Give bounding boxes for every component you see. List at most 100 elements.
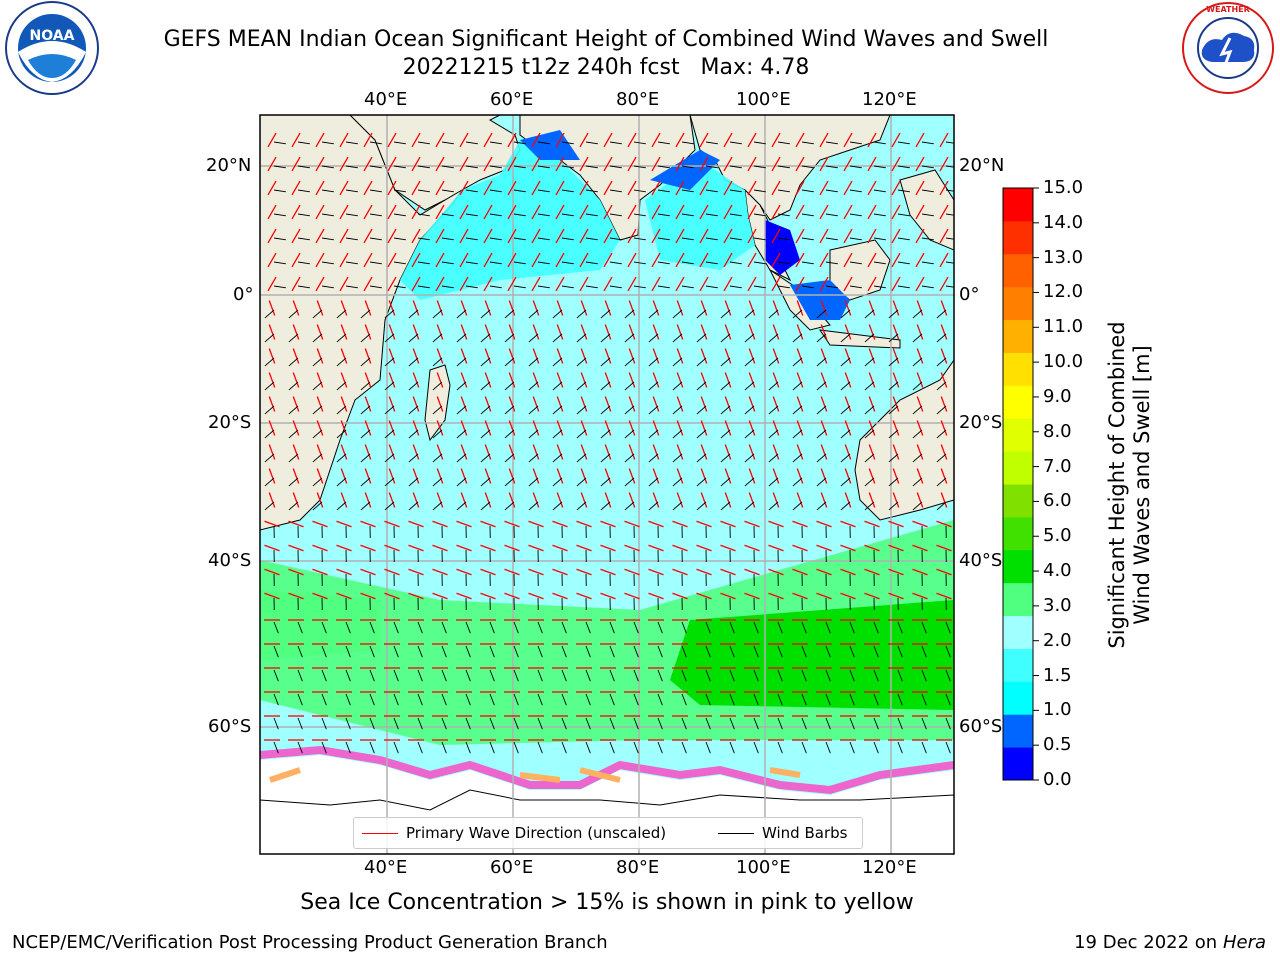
wave-arrow: [268, 300, 276, 316]
wind-barb: [816, 333, 827, 343]
wave-arrow: [844, 300, 852, 316]
wave-arrow: [868, 348, 876, 364]
wave-arrow: [291, 228, 301, 244]
wave-arrow: [436, 300, 444, 316]
wave-arrow: [747, 276, 757, 292]
colorbar-tick-label: 11.0: [1043, 316, 1084, 338]
wind-barb: [456, 477, 467, 487]
wave-arrow: [675, 132, 685, 148]
wave-arrow: [820, 348, 828, 364]
wave-arrow: [315, 228, 325, 244]
wind-barb: [729, 165, 742, 169]
wind-barb: [456, 357, 467, 367]
wave-arrow: [579, 180, 589, 196]
wave-arrow: [340, 444, 348, 460]
colorbar-segment: [1003, 286, 1033, 321]
wave-arrow: [556, 468, 564, 484]
wave-arrow: [867, 252, 877, 268]
wind-barb: [336, 477, 347, 487]
wind-barb: [513, 141, 526, 145]
wave-arrow: [388, 372, 396, 388]
wind-barb: [288, 429, 299, 439]
wave-arrow: [772, 348, 780, 364]
wind-barb: [441, 741, 447, 754]
wave-arrow: [792, 520, 808, 528]
land-se-asia: [689, 115, 891, 221]
wind-barb: [369, 213, 382, 217]
wind-barb: [816, 477, 827, 487]
wave-arrow: [892, 348, 900, 364]
wind-barb: [288, 501, 299, 511]
wave-arrow: [868, 300, 876, 316]
colorbar-tick-label: 1.0: [1043, 699, 1072, 721]
wave-arrow: [699, 132, 709, 148]
wind-barb: [672, 477, 683, 487]
wave-arrow: [432, 520, 448, 528]
wind-barb: [336, 405, 347, 415]
colorbar-segment: [1003, 418, 1033, 452]
wind-barb: [897, 237, 910, 241]
wave-arrow: [411, 156, 421, 172]
wave-arrow: [651, 252, 661, 268]
wind-barb: [705, 189, 718, 193]
wind-barb: [585, 693, 591, 706]
wind-barb: [792, 309, 803, 319]
wave-arrow: [867, 228, 877, 244]
wind-barb: [777, 141, 790, 145]
wind-barb: [753, 717, 759, 730]
wave-arrow: [435, 252, 445, 268]
wave-arrow: [864, 520, 880, 528]
wave-arrow: [316, 492, 324, 508]
wind-barb: [345, 741, 351, 754]
wave-arrow: [532, 348, 540, 364]
wave-arrow: [720, 544, 736, 552]
wind-barb: [297, 741, 303, 754]
wind-barb: [633, 693, 639, 706]
wave-arrow: [579, 132, 589, 148]
wave-arrow: [484, 324, 492, 340]
map-title-line2: 20221215 t12z 240h fcst Max: 4.78: [402, 55, 810, 80]
wave-arrow: [340, 348, 348, 364]
wind-barb: [393, 693, 399, 706]
wave-arrow: [460, 348, 468, 364]
wave-arrow: [672, 592, 688, 600]
wave-arrow: [915, 180, 925, 196]
wave-arrow: [316, 396, 324, 412]
wave-arrow: [648, 568, 664, 576]
wind-barb: [849, 213, 862, 217]
wave-arrow: [363, 156, 373, 172]
wave-arrow: [480, 544, 496, 552]
wave-arrow: [580, 300, 588, 316]
wave-zone-low-indonesia: [765, 220, 800, 275]
wind-barb: [417, 741, 423, 754]
wave-arrow: [339, 204, 349, 220]
wind-barb: [936, 453, 947, 463]
wave-arrow: [868, 324, 876, 340]
wind-barb: [864, 333, 875, 343]
wind-barb: [672, 309, 683, 319]
wind-barb: [849, 261, 862, 265]
wave-arrow: [460, 324, 468, 340]
wave-arrow: [288, 592, 304, 600]
wind-barb: [600, 333, 611, 343]
wave-arrow: [312, 568, 328, 576]
wave-arrow: [772, 300, 780, 316]
wind-barb: [408, 309, 419, 319]
wave-arrow: [675, 252, 685, 268]
wind-barb: [273, 693, 279, 706]
wave-arrow: [456, 544, 472, 552]
wind-barb: [417, 285, 430, 289]
wind-barb: [465, 693, 471, 706]
wind-barb: [681, 717, 687, 730]
wind-barb: [585, 717, 591, 730]
wave-arrow: [724, 468, 732, 484]
wind-barb: [345, 213, 358, 217]
wind-barb: [600, 453, 611, 463]
wave-arrow: [700, 468, 708, 484]
wind-barb: [504, 501, 515, 511]
wave-arrow: [267, 204, 277, 220]
wind-barb: [384, 309, 395, 319]
wave-arrow: [336, 544, 352, 552]
wind-barb: [369, 285, 382, 289]
wave-arrow: [672, 544, 688, 552]
